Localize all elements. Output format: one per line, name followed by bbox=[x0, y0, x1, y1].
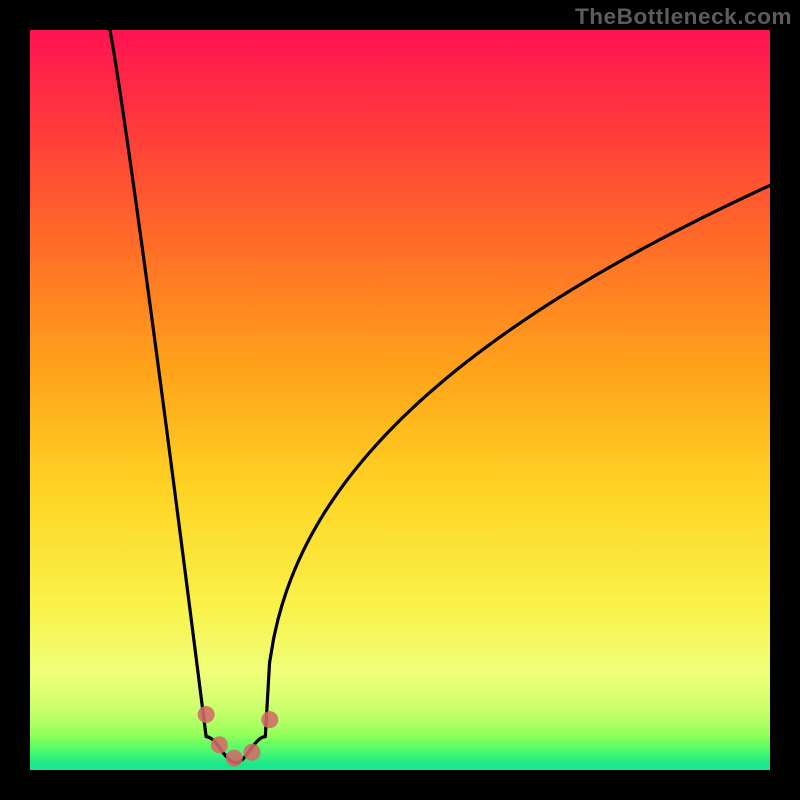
dip-marker bbox=[244, 744, 261, 761]
plot-area bbox=[30, 30, 770, 770]
dip-marker bbox=[226, 750, 243, 767]
dip-marker bbox=[261, 711, 278, 728]
dip-marker bbox=[198, 706, 215, 723]
watermark-text: TheBottleneck.com bbox=[575, 4, 792, 30]
bottleneck-chart bbox=[0, 0, 800, 800]
dip-marker bbox=[211, 736, 228, 753]
